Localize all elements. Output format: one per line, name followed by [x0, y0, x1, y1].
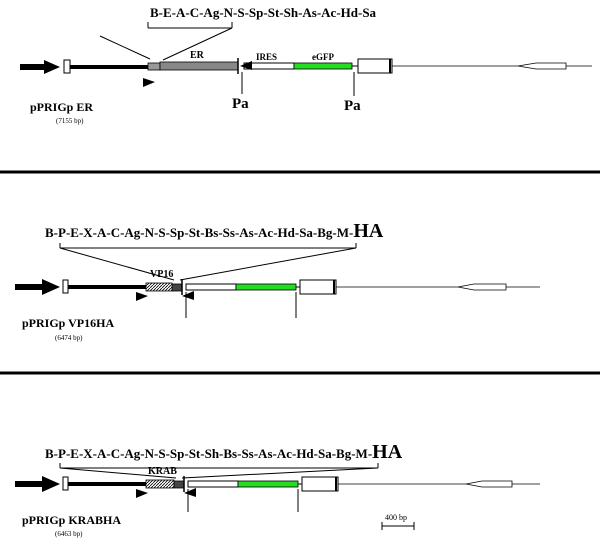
primer-forward: [136, 489, 148, 498]
pa-right-label: Pa: [344, 98, 361, 114]
ha-box: [171, 283, 183, 292]
intron-box: [63, 59, 71, 74]
ori-arrow: [457, 283, 507, 291]
egfp-label: eGFP: [312, 52, 334, 62]
primer-reverse: [184, 488, 196, 497]
vp16-insert: [145, 282, 173, 292]
ori-arrow: [465, 480, 513, 488]
ha-box: [173, 480, 185, 489]
mcs-box: [147, 62, 161, 71]
plasmid-name-er: pPRIGp ER: [30, 100, 93, 114]
ires-box: [185, 283, 237, 291]
er-insert: [159, 61, 239, 71]
plasmid-size-er: (7155 bp): [56, 117, 84, 125]
egfp-box: [237, 480, 299, 488]
restriction-sites-krab: B-P-E-X-A-C-Ag-N-S-Sp-St-Sh-Bs-Ss-As-Ac-…: [45, 441, 403, 463]
plasmid-name-vp16ha: pPRIGp VP16HA: [22, 316, 114, 330]
insert-label: ER: [190, 50, 205, 61]
restriction-sites-er: B-E-A-C-Ag-N-S-Sp-St-Sh-As-Ac-Hd-Sa: [150, 5, 377, 20]
insert-label: KRAB: [148, 466, 177, 477]
krab-insert: [145, 479, 175, 489]
promoter-arrow: [15, 279, 60, 295]
promoter-arrow: [15, 476, 60, 492]
pa-left-label: Pa: [232, 96, 249, 112]
plasmid-name-krabha: pPRIGp KRABHA: [22, 513, 121, 527]
primer-forward: [143, 78, 155, 87]
plasmid-size-krabha: (6463 bp): [55, 530, 83, 538]
primer-reverse: [182, 291, 194, 300]
ires-label: IRES: [256, 52, 277, 62]
polya-box: [357, 58, 393, 74]
egfp-box: [235, 283, 297, 291]
panel-er: B-E-A-C-Ag-N-S-Sp-St-Sh-As-Ac-Hd-Sa ER I…: [20, 5, 592, 125]
polya-box: [301, 476, 339, 492]
scale-bar-label: 400 bp: [385, 513, 407, 522]
ires-box: [187, 480, 239, 488]
egfp-box: [293, 62, 353, 70]
panel-krabha: B-P-E-X-A-C-Ag-N-S-Sp-St-Sh-Bs-Ss-As-Ac-…: [15, 441, 540, 538]
primer-forward: [136, 292, 148, 301]
restriction-sites-vp16: B-P-E-X-A-C-Ag-N-S-Sp-St-Bs-Ss-As-Ac-Hd-…: [45, 220, 384, 242]
polya-box: [299, 279, 337, 295]
ori-arrow: [517, 62, 567, 70]
backbone-thick: [70, 65, 148, 69]
plasmid-size-vp16ha: (6474 bp): [55, 334, 83, 342]
primer-reverse: [240, 61, 252, 70]
insert-label: VP16: [150, 269, 173, 280]
panel-vp16ha: B-P-E-X-A-C-Ag-N-S-Sp-St-Bs-Ss-As-Ac-Hd-…: [15, 220, 540, 342]
promoter-arrow: [20, 60, 60, 74]
